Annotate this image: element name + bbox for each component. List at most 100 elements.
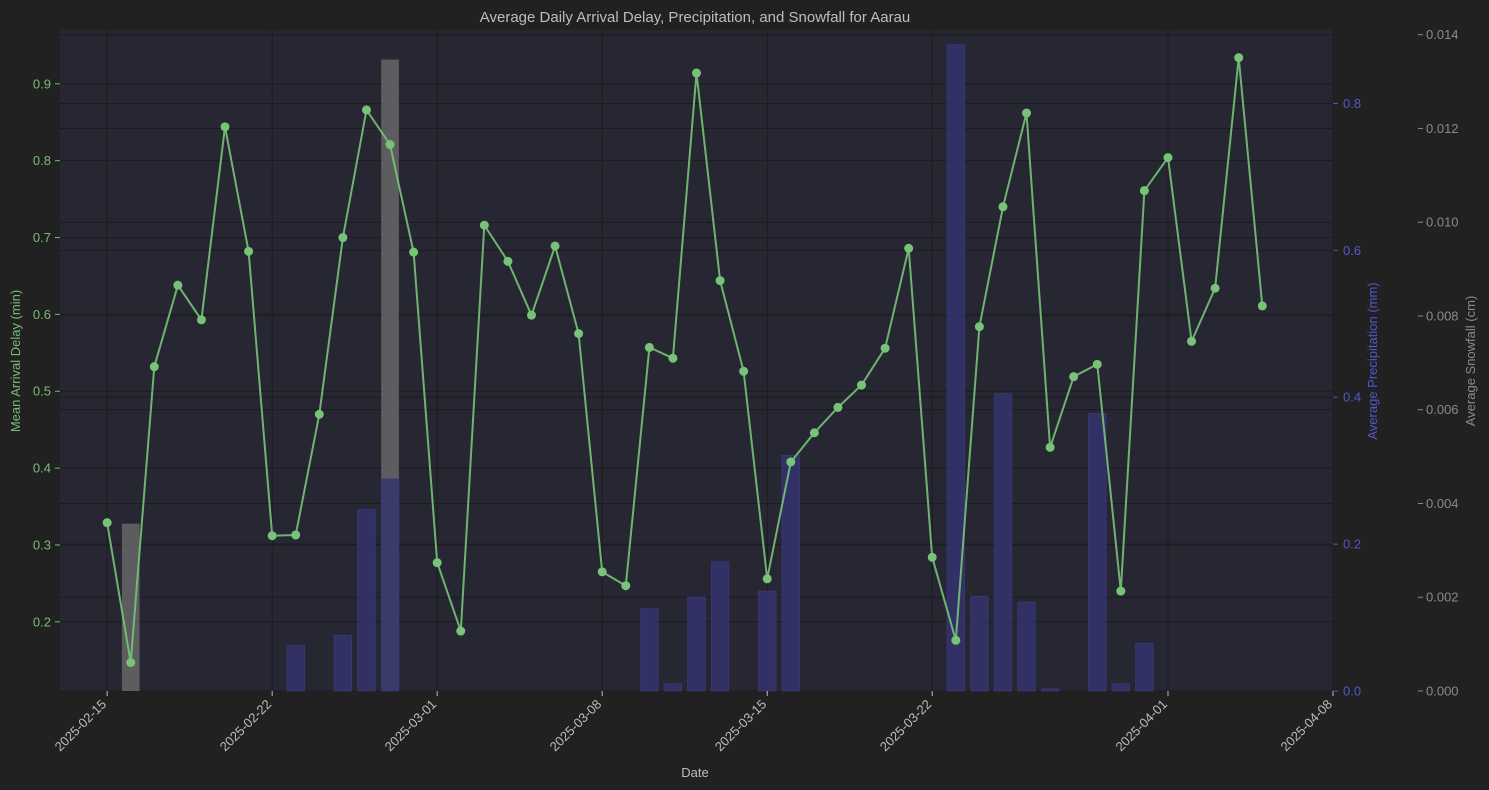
delay-point	[927, 552, 937, 562]
delay-point	[409, 247, 419, 257]
delay-point	[1022, 108, 1032, 118]
delay-point	[951, 635, 961, 645]
precipitation-bar	[758, 590, 777, 692]
delay-point	[857, 380, 867, 390]
delay-point	[597, 567, 607, 577]
snow-tick-label: 0.002	[1426, 590, 1459, 605]
delay-point	[833, 402, 843, 412]
delay-point	[809, 428, 819, 438]
precipitation-bar	[781, 454, 800, 692]
delay-point	[644, 342, 654, 352]
delay-point	[904, 243, 914, 253]
delay-tick-label: 0.9	[33, 76, 51, 91]
delay-axis-label: Mean Arrival Delay (min)	[8, 290, 23, 432]
delay-line-series	[102, 53, 1267, 668]
delay-point	[1187, 336, 1197, 346]
delay-point	[432, 558, 442, 568]
snow-tick-label: 0.006	[1426, 402, 1459, 417]
snow-tick-label: 0.004	[1426, 496, 1459, 511]
delay-point	[692, 68, 701, 78]
delay-point	[196, 315, 206, 325]
delay-point	[220, 122, 230, 132]
precipitation-bar	[1111, 683, 1130, 692]
snow-tick-label: 0.014	[1426, 27, 1459, 42]
delay-point	[1163, 153, 1173, 163]
snowfall-axis-label: Average Snowfall (cm)	[1463, 296, 1478, 427]
plot-background	[60, 30, 1333, 691]
delay-point	[503, 256, 513, 266]
delay-point	[267, 531, 277, 541]
delay-point	[668, 353, 678, 363]
precipitation-bar	[357, 509, 376, 692]
delay-point	[361, 105, 371, 115]
delay-point	[244, 246, 254, 256]
grid-lines	[60, 30, 1334, 692]
precip-tick-label: 0.2	[1343, 537, 1361, 552]
delay-point	[1045, 442, 1055, 452]
snow-tick-label: 0.008	[1426, 308, 1459, 323]
delay-point	[762, 574, 772, 584]
x-tick-label: 2025-03-08	[547, 697, 605, 755]
delay-point	[715, 276, 725, 286]
precipitation-axis-label: Average Precipitation (mm)	[1365, 282, 1380, 439]
chart-title: Average Daily Arrival Delay, Precipitati…	[480, 9, 911, 26]
x-tick-label: 2025-04-01	[1112, 697, 1170, 755]
x-tick-label: 2025-04-08	[1277, 697, 1335, 755]
delay-tick-label: 0.6	[33, 307, 51, 322]
delay-point	[291, 530, 301, 540]
precip-tick-label: 0.4	[1343, 390, 1361, 405]
delay-point	[786, 457, 796, 467]
precipitation-bar	[640, 608, 659, 692]
delay-point	[1116, 586, 1126, 596]
precipitation-bar	[1135, 642, 1154, 692]
delay-point	[314, 409, 324, 419]
delay-point	[1069, 372, 1079, 382]
precipitation-bar	[333, 634, 353, 692]
delay-point	[1234, 53, 1244, 63]
precip-tick-label: 0.8	[1343, 96, 1361, 111]
precip-tick-label: 0.0	[1343, 684, 1361, 699]
x-tick-label: 2025-03-15	[712, 697, 770, 755]
delay-tick-label: 0.8	[33, 153, 51, 168]
precipitation-bar	[663, 683, 683, 692]
delay-point	[102, 518, 112, 528]
precipitation-bar	[687, 596, 706, 692]
x-tick-label: 2025-03-22	[877, 697, 935, 755]
snow-tick-label: 0.012	[1426, 121, 1459, 136]
x-tick-label: 2025-02-22	[217, 697, 275, 755]
delay-point	[880, 343, 890, 353]
delay-point	[456, 626, 466, 636]
delay-point	[385, 140, 395, 150]
delay-tick-label: 0.3	[33, 537, 51, 552]
snowfall-bar	[121, 523, 140, 691]
delay-point	[1257, 301, 1267, 311]
delay-point	[550, 241, 560, 251]
x-tick-label: 2025-02-15	[52, 697, 110, 755]
precipitation-bar	[970, 595, 989, 692]
delay-point	[1139, 186, 1149, 196]
delay-point	[149, 362, 159, 372]
precipitation-bar	[1088, 413, 1107, 692]
delay-point	[338, 233, 348, 243]
delay-tick-label: 0.2	[33, 614, 51, 629]
precipitation-bars	[286, 44, 1154, 692]
delay-tick-label: 0.5	[33, 384, 51, 399]
delay-point	[173, 280, 183, 290]
delay-point	[621, 581, 631, 591]
delay-point	[526, 310, 536, 320]
delay-point	[739, 366, 749, 376]
delay-point	[974, 322, 984, 332]
precip-tick-label: 0.6	[1343, 243, 1361, 258]
delay-point	[574, 329, 584, 339]
precipitation-bar	[710, 561, 730, 692]
precipitation-bar	[1040, 688, 1060, 692]
delay-tick-label: 0.7	[33, 230, 51, 245]
x-tick-label: 2025-03-01	[382, 697, 440, 755]
snow-tick-label: 0.000	[1426, 684, 1459, 699]
precipitation-bar	[946, 44, 965, 692]
snow-tick-label: 0.010	[1426, 215, 1459, 230]
delay-line	[106, 57, 1264, 663]
delay-tick-label: 0.4	[33, 461, 51, 476]
delay-point	[1210, 283, 1220, 293]
